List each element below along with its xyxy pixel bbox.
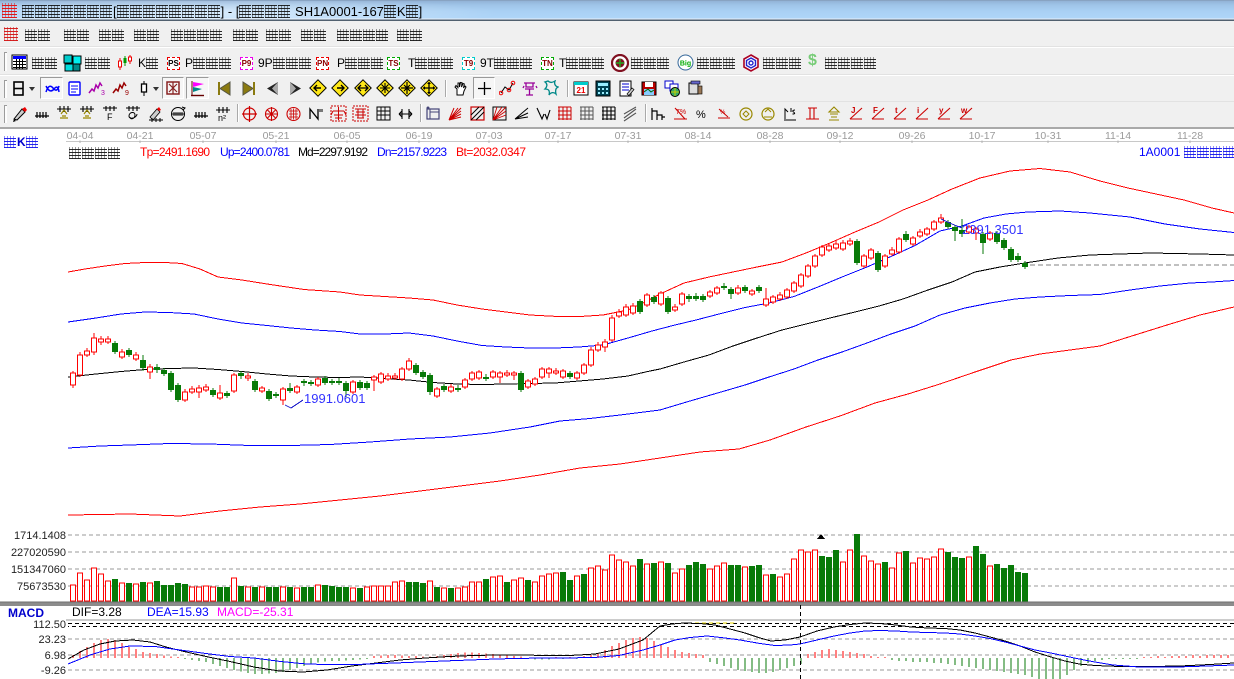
svg-text:Big: Big [680, 61, 691, 68]
svg-text:09-12: 09-12 [827, 130, 854, 142]
svg-text:06-19: 06-19 [406, 130, 433, 142]
svg-text:y: y [939, 106, 944, 115]
svg-text:MACD=-25.31: MACD=-25.31 [217, 605, 294, 619]
svg-text:7%: 7% [676, 109, 686, 116]
svg-text:w: w [960, 106, 968, 115]
svg-text:151347060: 151347060 [11, 564, 66, 576]
svg-text:1991.0601: 1991.0601 [304, 391, 365, 406]
svg-text:DIF=3.28: DIF=3.28 [72, 605, 122, 619]
svg-text:75673530: 75673530 [17, 581, 66, 593]
svg-text:08-14: 08-14 [685, 130, 712, 142]
svg-text:F: F [873, 106, 878, 115]
svg-text:%: % [696, 109, 706, 121]
svg-text:04-21: 04-21 [127, 130, 154, 142]
svg-text:Tp=2491.1690: Tp=2491.1690 [140, 145, 210, 159]
svg-text:Up=2400.0781: Up=2400.0781 [220, 145, 290, 159]
svg-text:3: 3 [101, 90, 105, 97]
svg-text:Md=2297.9192: Md=2297.9192 [298, 145, 368, 159]
svg-text:227020590: 227020590 [11, 547, 66, 559]
svg-text:9: 9 [125, 90, 129, 97]
svg-text:07-03: 07-03 [476, 130, 503, 142]
svg-text:1714.1408: 1714.1408 [14, 530, 66, 542]
svg-text:09-26: 09-26 [899, 130, 926, 142]
svg-text:07-31: 07-31 [615, 130, 642, 142]
svg-text:05-07: 05-07 [190, 130, 217, 142]
svg-text:J: J [851, 106, 855, 115]
svg-text:08-28: 08-28 [757, 130, 784, 142]
svg-text:112.50: 112.50 [33, 619, 66, 631]
svg-text:%: % [720, 110, 726, 116]
svg-text:-9.26: -9.26 [41, 665, 66, 677]
svg-text:07-17: 07-17 [545, 130, 572, 142]
svg-text:10-17: 10-17 [969, 130, 996, 142]
svg-text:10-31: 10-31 [1035, 130, 1062, 142]
svg-text:Dn=2157.9223: Dn=2157.9223 [377, 145, 447, 159]
svg-text:21: 21 [577, 86, 586, 95]
svg-text:n²: n² [218, 113, 226, 122]
svg-text:11-14: 11-14 [1105, 130, 1131, 142]
svg-text:DEA=15.93: DEA=15.93 [147, 605, 209, 619]
svg-text:Bt=2032.0347: Bt=2032.0347 [456, 145, 526, 159]
svg-text:t: t [895, 106, 898, 115]
svg-text:04-04: 04-04 [67, 130, 94, 142]
svg-text:11-28: 11-28 [1177, 130, 1203, 142]
svg-text:06-05: 06-05 [334, 130, 361, 142]
svg-text:i: i [917, 106, 919, 115]
svg-text:F: F [107, 112, 113, 122]
svg-text:2391.3501: 2391.3501 [962, 222, 1023, 237]
svg-text:05-21: 05-21 [263, 130, 290, 142]
svg-text:23.23: 23.23 [38, 634, 66, 646]
svg-text:6.98: 6.98 [45, 650, 66, 662]
